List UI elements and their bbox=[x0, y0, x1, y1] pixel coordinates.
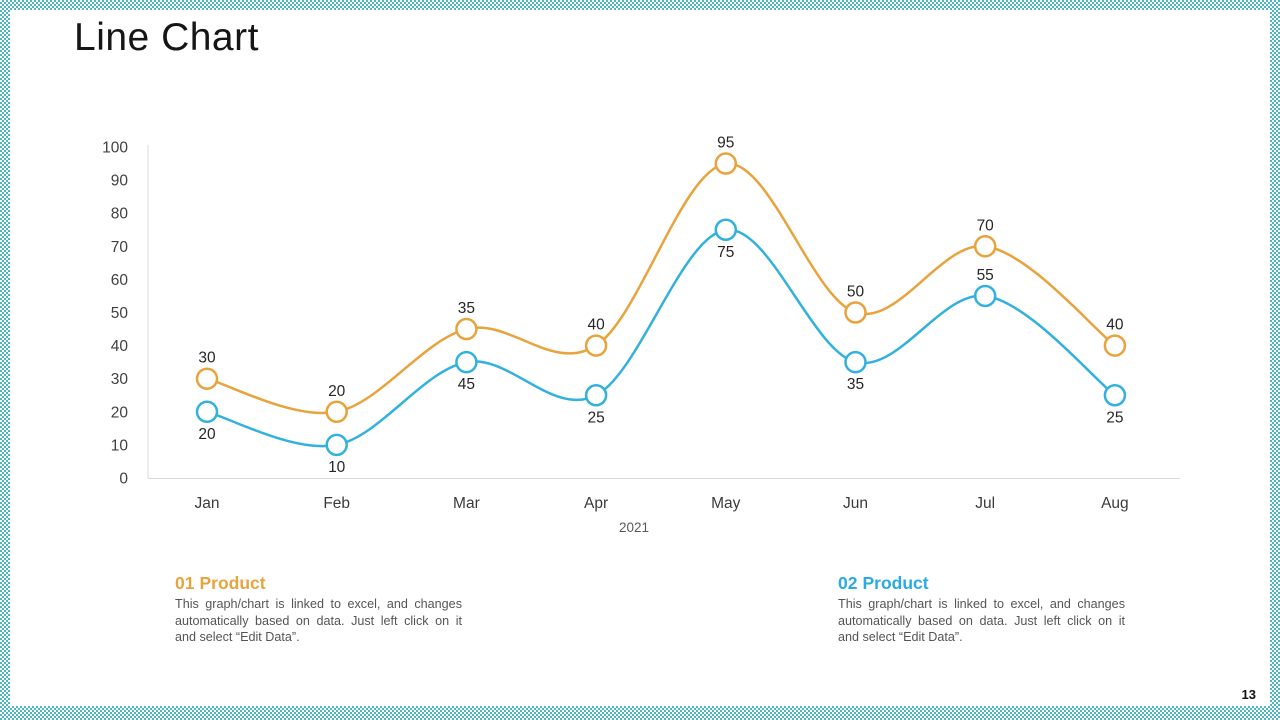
data-point-label-02-product: 55 bbox=[977, 267, 994, 284]
y-tick-label: 30 bbox=[111, 371, 129, 388]
page-title: Line Chart bbox=[74, 16, 259, 59]
data-point-label-01-product: 30 bbox=[198, 350, 216, 367]
data-point-label-01-product: 50 bbox=[847, 284, 865, 301]
x-category-label: Jul bbox=[975, 495, 995, 512]
y-tick-label: 20 bbox=[111, 404, 129, 421]
data-point-label-02-product: 25 bbox=[587, 409, 604, 426]
x-category-label: Jan bbox=[195, 495, 220, 512]
x-category-label: Feb bbox=[323, 495, 350, 512]
callout-02-heading: 02 Product bbox=[838, 573, 1125, 593]
y-tick-label: 0 bbox=[119, 471, 128, 488]
data-point-marker-02-product bbox=[455, 350, 478, 374]
callout-01-number: 01 bbox=[175, 573, 195, 593]
y-tick-label: 70 bbox=[111, 239, 129, 256]
data-point-marker-01-product bbox=[973, 235, 997, 258]
data-point-marker-02-product bbox=[1103, 384, 1127, 407]
callout-01-heading: 01 Product bbox=[175, 573, 462, 593]
callout-01-body: This graph/chart is linked to excel, and… bbox=[175, 597, 462, 645]
y-tick-label: 100 bbox=[102, 140, 128, 157]
x-category-label: Aug bbox=[1101, 495, 1129, 512]
x-category-label: Apr bbox=[584, 495, 608, 512]
callout-02-word: Product bbox=[862, 573, 929, 593]
x-category-label: Jun bbox=[843, 495, 868, 512]
data-point-label-01-product: 70 bbox=[977, 217, 995, 234]
series-line-01-product bbox=[205, 162, 1117, 415]
x-category-label: May bbox=[711, 495, 741, 512]
data-point-label-02-product: 35 bbox=[847, 376, 864, 393]
data-point-marker-02-product bbox=[195, 400, 219, 424]
data-point-label-01-product: 40 bbox=[1106, 317, 1124, 334]
data-point-marker-02-product bbox=[844, 350, 867, 374]
data-point-label-01-product: 20 bbox=[328, 383, 346, 400]
data-point-marker-01-product bbox=[325, 400, 348, 424]
data-point-label-02-product: 45 bbox=[458, 376, 475, 393]
data-point-label-02-product: 25 bbox=[1106, 409, 1123, 426]
y-tick-label: 90 bbox=[111, 173, 129, 190]
y-tick-label: 50 bbox=[111, 305, 129, 322]
data-point-marker-01-product bbox=[455, 317, 478, 341]
data-point-marker-02-product bbox=[714, 218, 738, 241]
data-point-label-01-product: 35 bbox=[458, 300, 475, 317]
data-point-label-02-product: 20 bbox=[198, 426, 216, 443]
slide-panel bbox=[10, 10, 1270, 706]
data-point-label-02-product: 10 bbox=[328, 459, 346, 476]
data-point-marker-01-product bbox=[195, 367, 219, 390]
data-point-marker-02-product bbox=[584, 384, 608, 407]
callout-02-body: This graph/chart is linked to excel, and… bbox=[838, 597, 1125, 645]
data-point-marker-01-product bbox=[844, 301, 867, 324]
callout-product-02: 02 Product This graph/chart is linked to … bbox=[838, 573, 1125, 646]
data-point-marker-01-product bbox=[714, 152, 738, 175]
data-point-marker-02-product bbox=[325, 433, 348, 457]
x-axis-year-label: 2021 bbox=[619, 520, 649, 535]
callout-02-number: 02 bbox=[838, 573, 858, 593]
page-number: 13 bbox=[1241, 687, 1256, 702]
y-tick-label: 10 bbox=[111, 437, 129, 454]
data-point-label-02-product: 75 bbox=[717, 244, 734, 261]
y-tick-label: 60 bbox=[111, 272, 129, 289]
y-tick-label: 40 bbox=[111, 338, 129, 355]
data-point-marker-02-product bbox=[973, 284, 997, 308]
callout-product-01: 01 Product This graph/chart is linked to … bbox=[175, 573, 462, 646]
series-line-02-product bbox=[205, 228, 1117, 448]
data-point-marker-01-product bbox=[584, 334, 608, 357]
data-point-marker-01-product bbox=[1103, 334, 1127, 357]
y-tick-label: 80 bbox=[111, 206, 129, 223]
data-point-label-01-product: 95 bbox=[717, 135, 734, 152]
x-category-label: Mar bbox=[453, 495, 480, 512]
data-point-label-01-product: 40 bbox=[587, 317, 605, 334]
callout-01-word: Product bbox=[199, 573, 266, 593]
